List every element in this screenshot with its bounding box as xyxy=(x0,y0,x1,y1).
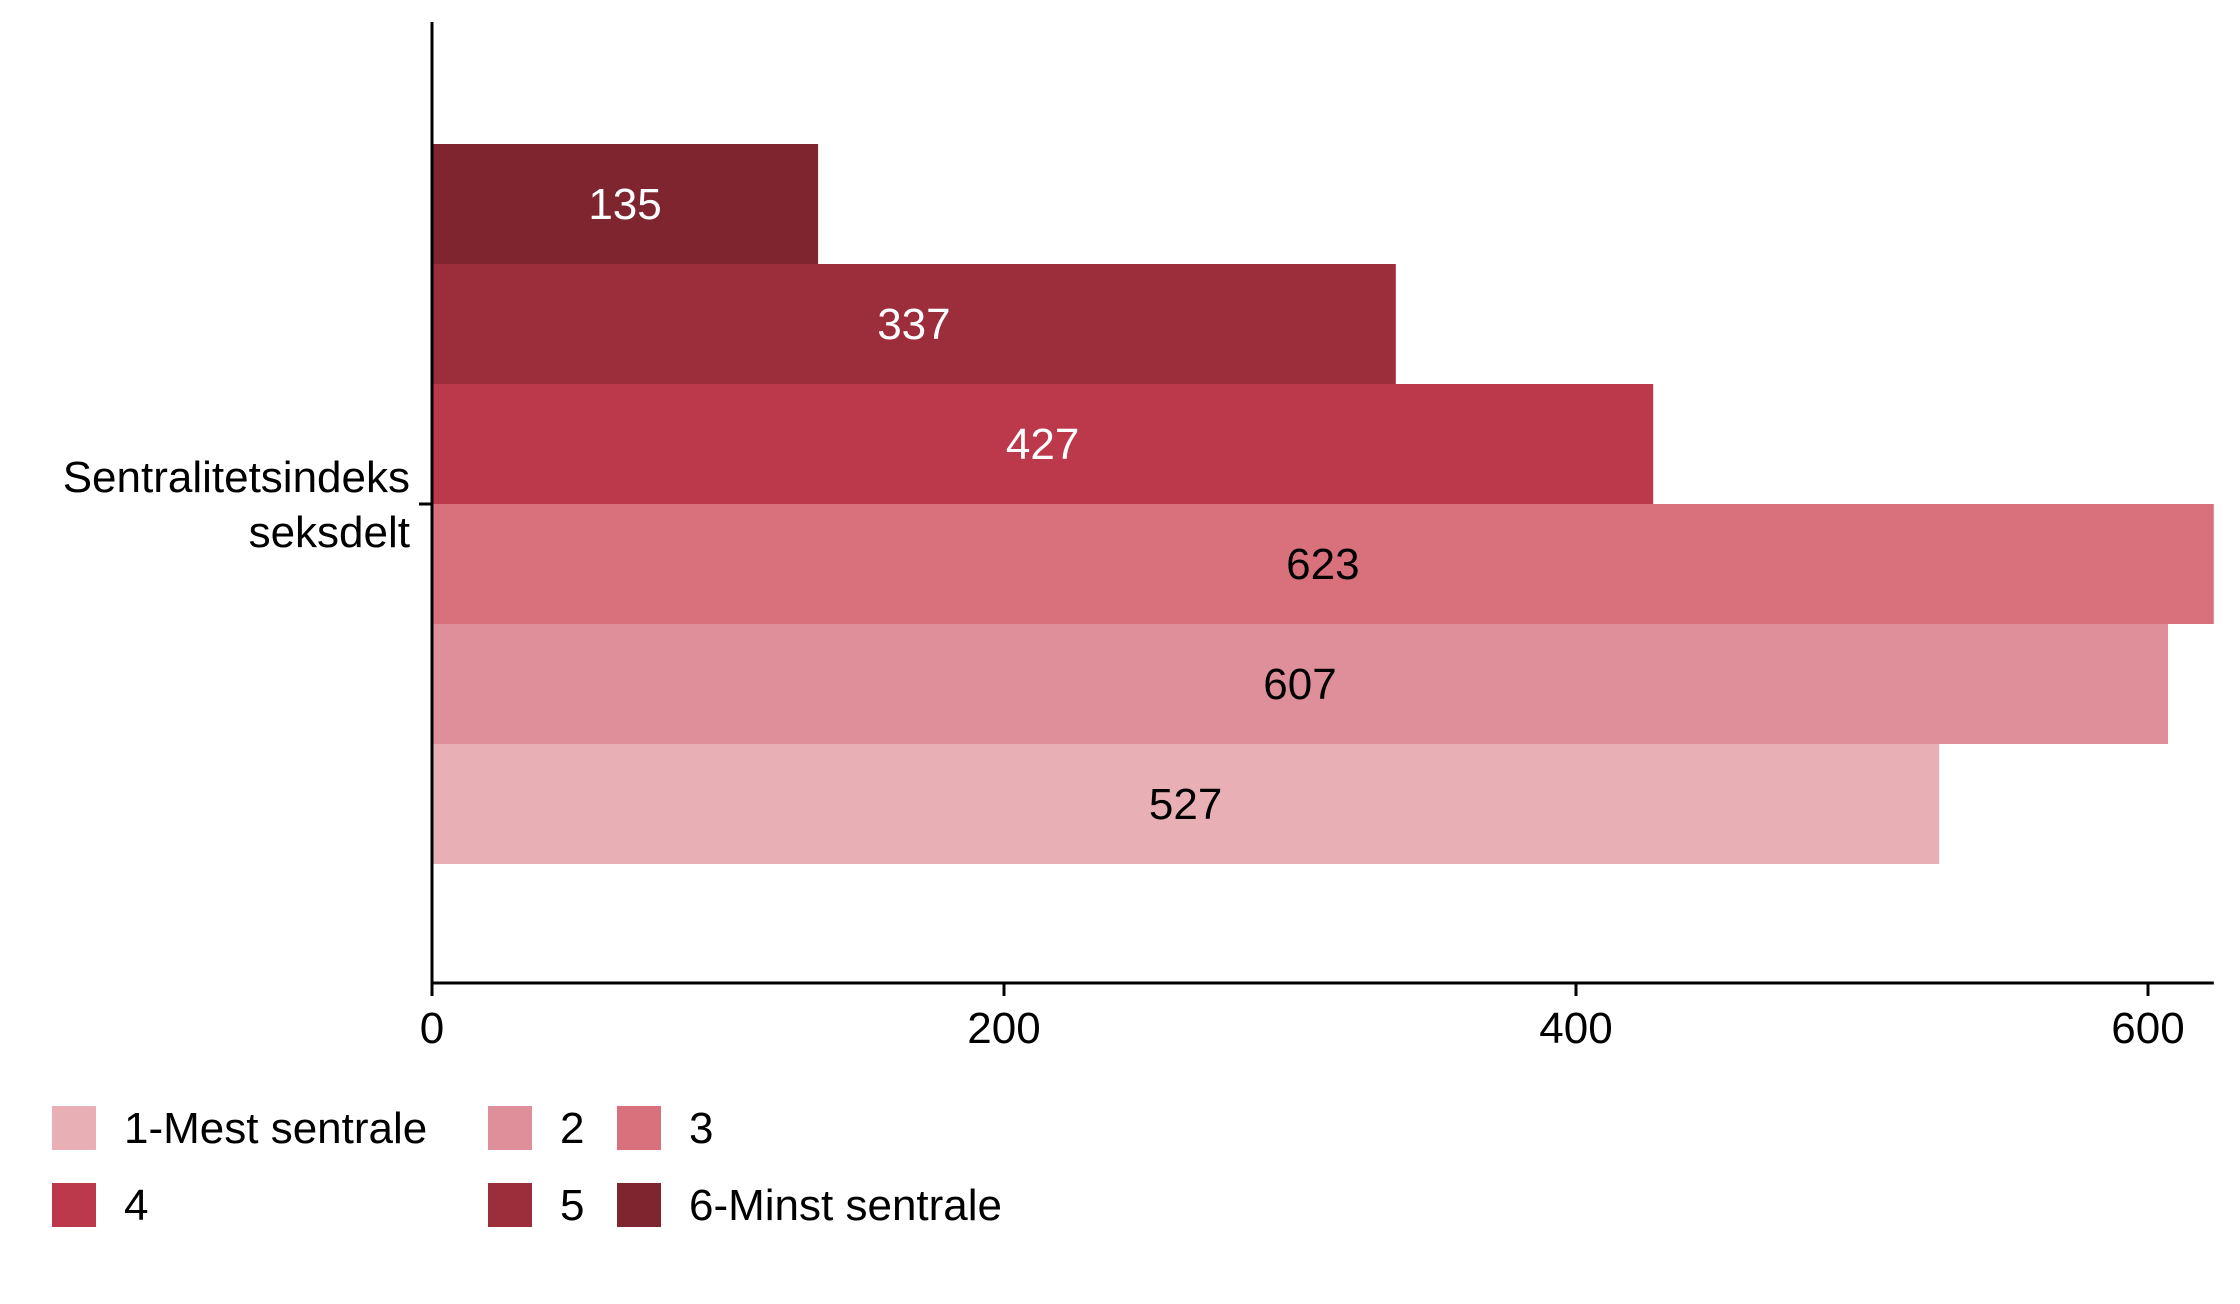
bar-value-label: 337 xyxy=(877,300,950,349)
bar-4 xyxy=(432,384,1654,504)
category-label: seksdelt xyxy=(249,508,410,557)
x-tick-label: 200 xyxy=(967,1004,1040,1053)
bar-5 xyxy=(432,264,1396,384)
bar-value-label: 623 xyxy=(1286,540,1359,589)
legend-label: 3 xyxy=(689,1104,713,1153)
bar-value-label: 135 xyxy=(588,180,661,229)
legend-swatch xyxy=(488,1183,532,1227)
legend-label: 5 xyxy=(560,1181,584,1230)
bar-2 xyxy=(432,624,2169,744)
bar-value-label: 427 xyxy=(1006,420,1079,469)
legend-label: 4 xyxy=(124,1181,148,1230)
legend-label: 6-Minst sentrale xyxy=(689,1181,1002,1230)
legend-swatch xyxy=(617,1106,661,1150)
bar-6 xyxy=(432,144,819,264)
legend-swatch xyxy=(488,1106,532,1150)
x-tick-label: 0 xyxy=(420,1004,444,1053)
bar-1 xyxy=(432,744,1940,864)
legend-label: 2 xyxy=(560,1104,584,1153)
bar-value-label: 607 xyxy=(1263,660,1336,709)
legend-label: 1-Mest sentrale xyxy=(124,1104,427,1153)
bar-3 xyxy=(432,504,2214,624)
legend-swatch xyxy=(52,1106,96,1150)
category-label: Sentralitetsindeks xyxy=(63,453,410,502)
bar-value-label: 527 xyxy=(1149,780,1222,829)
x-tick-label: 600 xyxy=(2111,1004,2184,1053)
legend-swatch xyxy=(52,1183,96,1227)
legend-swatch xyxy=(617,1183,661,1227)
x-tick-label: 400 xyxy=(1539,1004,1612,1053)
